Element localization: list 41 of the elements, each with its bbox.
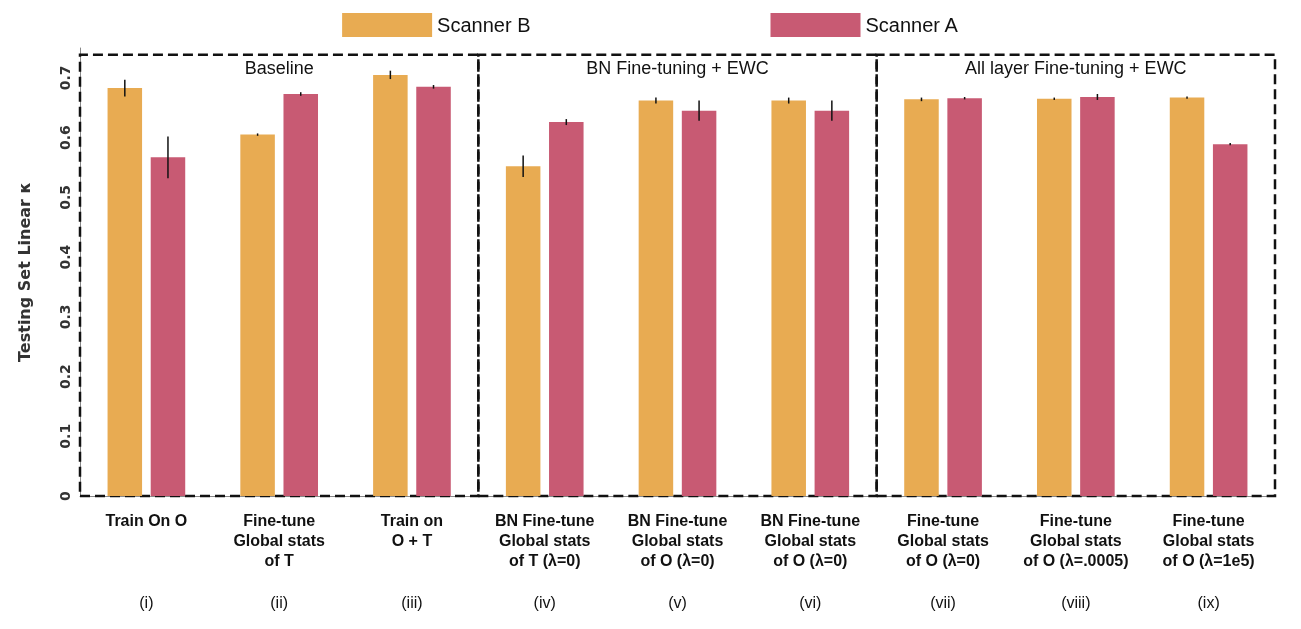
annotation: All layer Fine-tuning + EWC — [965, 58, 1187, 79]
category-label: BN Fine-tune Global stats of T (λ=0) (iv) — [494, 511, 595, 611]
category-label: BN Fine-tune Global stats of O (λ=0) (vi) — [760, 511, 861, 611]
legend-label: Scanner A — [865, 14, 959, 36]
bar — [283, 93, 318, 496]
bar — [505, 166, 541, 496]
bar — [1212, 144, 1248, 496]
bar — [1037, 98, 1072, 496]
bar — [638, 100, 674, 496]
bar — [681, 110, 717, 496]
annotation: Baseline — [244, 58, 314, 79]
y-tick-label: 0.7 — [57, 65, 73, 91]
category-label: Fine-tune Global stats of O (λ=.0005) (viii) — [1023, 511, 1129, 611]
bar — [904, 99, 939, 496]
y-tick-label: 0.6 — [57, 125, 73, 151]
category-label: Fine-tune Global stats of T (ii) — [233, 511, 325, 611]
category-label: Fine-tune Global stats of O (λ=0) (vii) — [897, 511, 989, 611]
bar — [416, 86, 451, 496]
bar — [107, 88, 143, 496]
y-tick-label: 0.5 — [57, 184, 73, 210]
category-label: Train On O (i) — [105, 511, 188, 611]
bar — [373, 74, 408, 496]
bar — [814, 110, 850, 496]
category-label: Fine-tune Global stats of O (λ=1e5) (ix) — [1162, 511, 1255, 611]
category-label: Train on O + T (iii) — [380, 511, 444, 611]
bar — [549, 122, 584, 496]
y-axis-title: Testing Set Linear κ — [14, 182, 34, 362]
y-tick-label: 0 — [57, 490, 73, 501]
y-tick-label: 0.2 — [57, 364, 73, 389]
bar — [947, 98, 982, 496]
category-label: BN Fine-tune Global stats of O (λ=0) (v) — [627, 511, 728, 611]
annotation: BN Fine-tuning + EWC — [586, 58, 769, 79]
y-tick-label: 0.4 — [57, 244, 73, 270]
bar — [150, 157, 186, 496]
bar — [240, 134, 275, 496]
bar — [771, 100, 806, 496]
legend-label: Scanner B — [437, 14, 531, 36]
y-tick-label: 0.1 — [57, 423, 73, 449]
bar — [1169, 97, 1205, 496]
bar — [1080, 96, 1115, 496]
y-tick-label: 0.3 — [57, 304, 73, 330]
